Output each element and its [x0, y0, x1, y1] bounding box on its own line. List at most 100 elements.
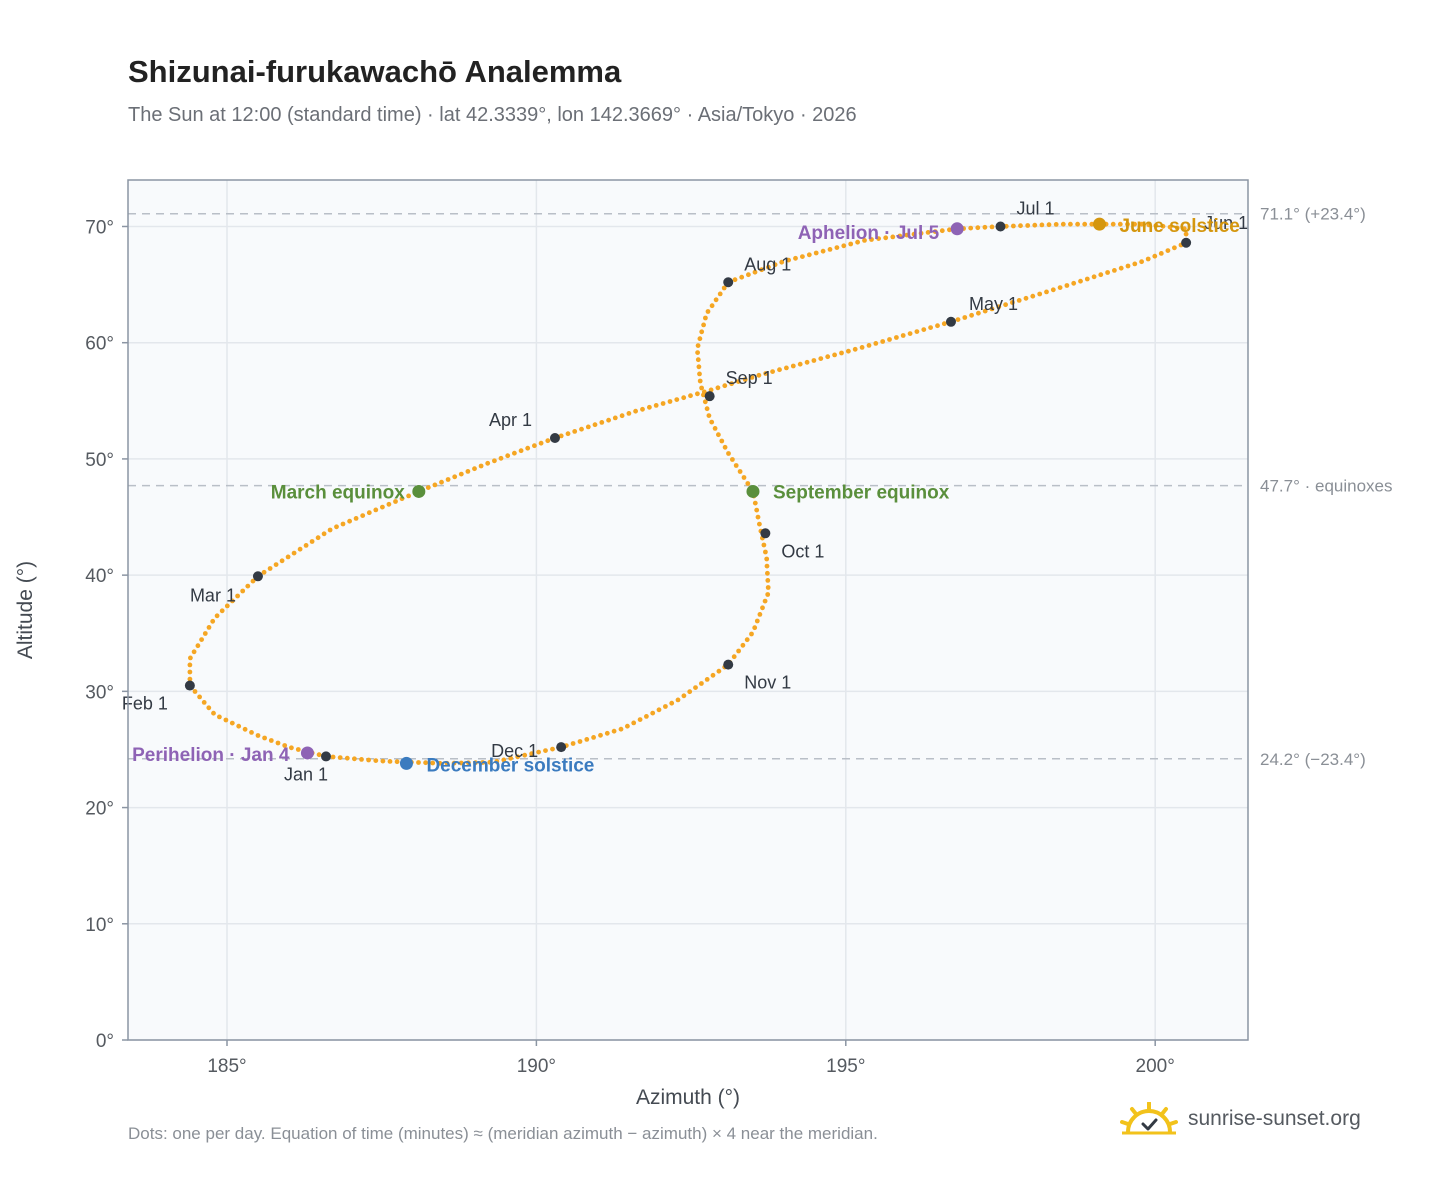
daily-dot — [229, 720, 235, 726]
daily-dot — [1118, 265, 1124, 271]
daily-dot — [763, 371, 769, 376]
daily-dot — [744, 637, 750, 643]
daily-dot — [430, 760, 436, 766]
daily-dot — [741, 475, 747, 480]
daily-dot — [832, 352, 837, 358]
daily-dot — [1132, 261, 1138, 267]
daily-dot — [749, 375, 755, 380]
daily-dot — [327, 527, 333, 533]
chart-subtitle: The Sun at 12:00 (standard time) · lat 4… — [128, 104, 857, 126]
daily-dot — [710, 672, 716, 678]
daily-dot — [762, 598, 768, 604]
daily-dot — [921, 327, 927, 332]
daily-dot — [1139, 221, 1145, 227]
daily-dot — [793, 255, 798, 261]
daily-dot — [626, 411, 632, 416]
brand[interactable]: sunrise-sunset.org — [1120, 1102, 1361, 1136]
event-marker-label: December solstice — [426, 755, 594, 776]
daily-dot — [904, 232, 910, 238]
daily-dot — [285, 554, 291, 560]
daily-dot — [894, 335, 899, 340]
daily-dot — [702, 399, 708, 405]
daily-dot — [704, 677, 710, 682]
daily-dot — [1139, 259, 1144, 265]
daily-dot — [1146, 222, 1152, 228]
daily-dot — [199, 637, 205, 642]
daily-dot — [1010, 300, 1015, 305]
daily-dot — [505, 453, 511, 459]
daily-dot — [705, 309, 711, 314]
event-marker-label: Perihelion · Jan 4 — [132, 745, 290, 766]
daily-dot — [752, 269, 758, 275]
daily-dot — [695, 350, 700, 355]
daily-dot — [777, 367, 782, 373]
daily-dot — [262, 735, 267, 741]
month-marker-label: Apr 1 — [489, 410, 532, 430]
daily-dot — [242, 726, 248, 732]
daily-dot — [445, 477, 451, 482]
daily-dot — [846, 348, 851, 354]
daily-dot — [764, 556, 770, 562]
daily-dot — [713, 297, 719, 303]
daily-dot — [202, 631, 208, 636]
reference-lines: 71.1° (+23.4°) 47.7° · equinoxes 24.2° (−2… — [128, 205, 1393, 769]
month-marker-dot — [184, 680, 195, 691]
daily-dot — [373, 758, 379, 763]
daily-dot — [315, 535, 321, 541]
daily-dot — [669, 700, 675, 706]
daily-dot — [674, 397, 680, 402]
daily-dot — [494, 759, 500, 764]
daily-dot — [592, 422, 598, 428]
daily-dot — [572, 429, 578, 434]
daily-dot — [1064, 283, 1070, 288]
axis-ticks: 185° 190° 195° 200° 0° 10° 20° 30° 40° 50° 60° 70° — [85, 217, 1175, 1077]
daily-dot — [273, 562, 279, 567]
month-marker-dot — [321, 751, 332, 762]
daily-dot — [584, 737, 590, 742]
daily-dot — [675, 697, 681, 703]
daily-dot — [703, 315, 708, 321]
event-marker-dot — [950, 222, 964, 236]
event-marker-label: September equinox — [773, 482, 950, 503]
daily-dot — [487, 759, 493, 765]
daily-dot — [289, 745, 294, 751]
x-tick-label: 200° — [1136, 1056, 1175, 1077]
daily-dot — [876, 236, 881, 242]
daily-dot — [1030, 293, 1036, 299]
month-marker-label: Dec 1 — [491, 741, 538, 761]
daily-dot — [907, 331, 913, 336]
daily-dot — [1167, 224, 1173, 230]
daily-dot — [962, 315, 968, 320]
daily-dot — [352, 756, 357, 762]
daily-dot — [599, 420, 605, 425]
month-marker-dot — [723, 659, 734, 670]
daily-dot — [989, 306, 995, 312]
daily-dot — [501, 757, 507, 763]
month-marker-label: Nov 1 — [744, 673, 791, 693]
daily-dot — [480, 760, 485, 765]
daily-dot — [297, 546, 303, 552]
month-marker-label: May 1 — [969, 294, 1018, 314]
daily-dot — [201, 700, 207, 705]
daily-dot — [757, 612, 763, 617]
daily-dot — [742, 377, 748, 382]
daily-dot — [644, 714, 649, 719]
daily-dot — [712, 426, 718, 431]
daily-dot — [191, 649, 197, 655]
daily-dot — [1158, 251, 1164, 256]
daily-dot — [989, 224, 995, 230]
daily-dot — [928, 325, 933, 330]
daily-dot — [806, 252, 812, 258]
daily-dot — [1152, 253, 1158, 259]
daily-dot — [866, 343, 872, 348]
daily-dot — [432, 482, 438, 488]
daily-dot — [834, 245, 840, 251]
month-marker-label: Feb 1 — [122, 694, 168, 714]
daily-dot — [914, 329, 920, 334]
y-tick-label: 60° — [85, 334, 114, 355]
daily-dot — [697, 371, 702, 377]
x-axis-label: Azimuth (°) — [636, 1086, 740, 1109]
daily-dot — [911, 231, 917, 237]
daily-dot — [722, 444, 728, 450]
event-marker-dot — [300, 746, 314, 760]
